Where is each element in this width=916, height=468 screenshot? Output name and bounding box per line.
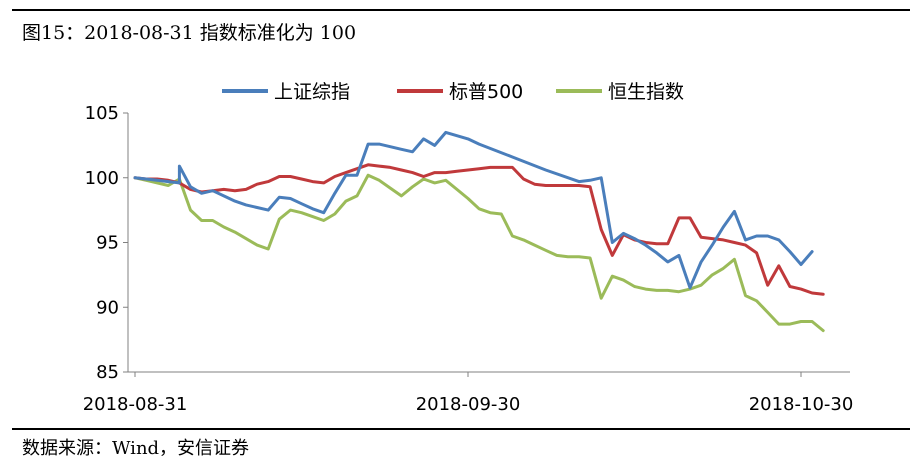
y-tick-label: 100 [85, 168, 119, 189]
series-line [133, 173, 825, 333]
y-tick-label: 85 [96, 362, 119, 383]
bottom-rule [12, 428, 910, 430]
y-tick-label: 95 [96, 233, 119, 254]
data-source-note: 数据来源：Wind，安信证券 [22, 438, 250, 459]
legend-label: 恒生指数 [608, 81, 684, 103]
series-line [133, 130, 814, 290]
legend-label: 上证综指 [274, 81, 350, 103]
series-line [133, 163, 825, 296]
legend-label: 标普500 [449, 81, 523, 103]
figure-title: 图15：2018-08-31 指数标准化为 100 [22, 22, 357, 44]
x-tick-label: 2018-10-30 [749, 394, 854, 415]
y-tick-label: 105 [85, 103, 119, 124]
top-rule [12, 9, 910, 11]
x-tick-label: 2018-09-30 [416, 394, 521, 415]
x-tick-label: 2018-08-31 [83, 394, 188, 415]
y-tick-label: 90 [96, 297, 119, 318]
